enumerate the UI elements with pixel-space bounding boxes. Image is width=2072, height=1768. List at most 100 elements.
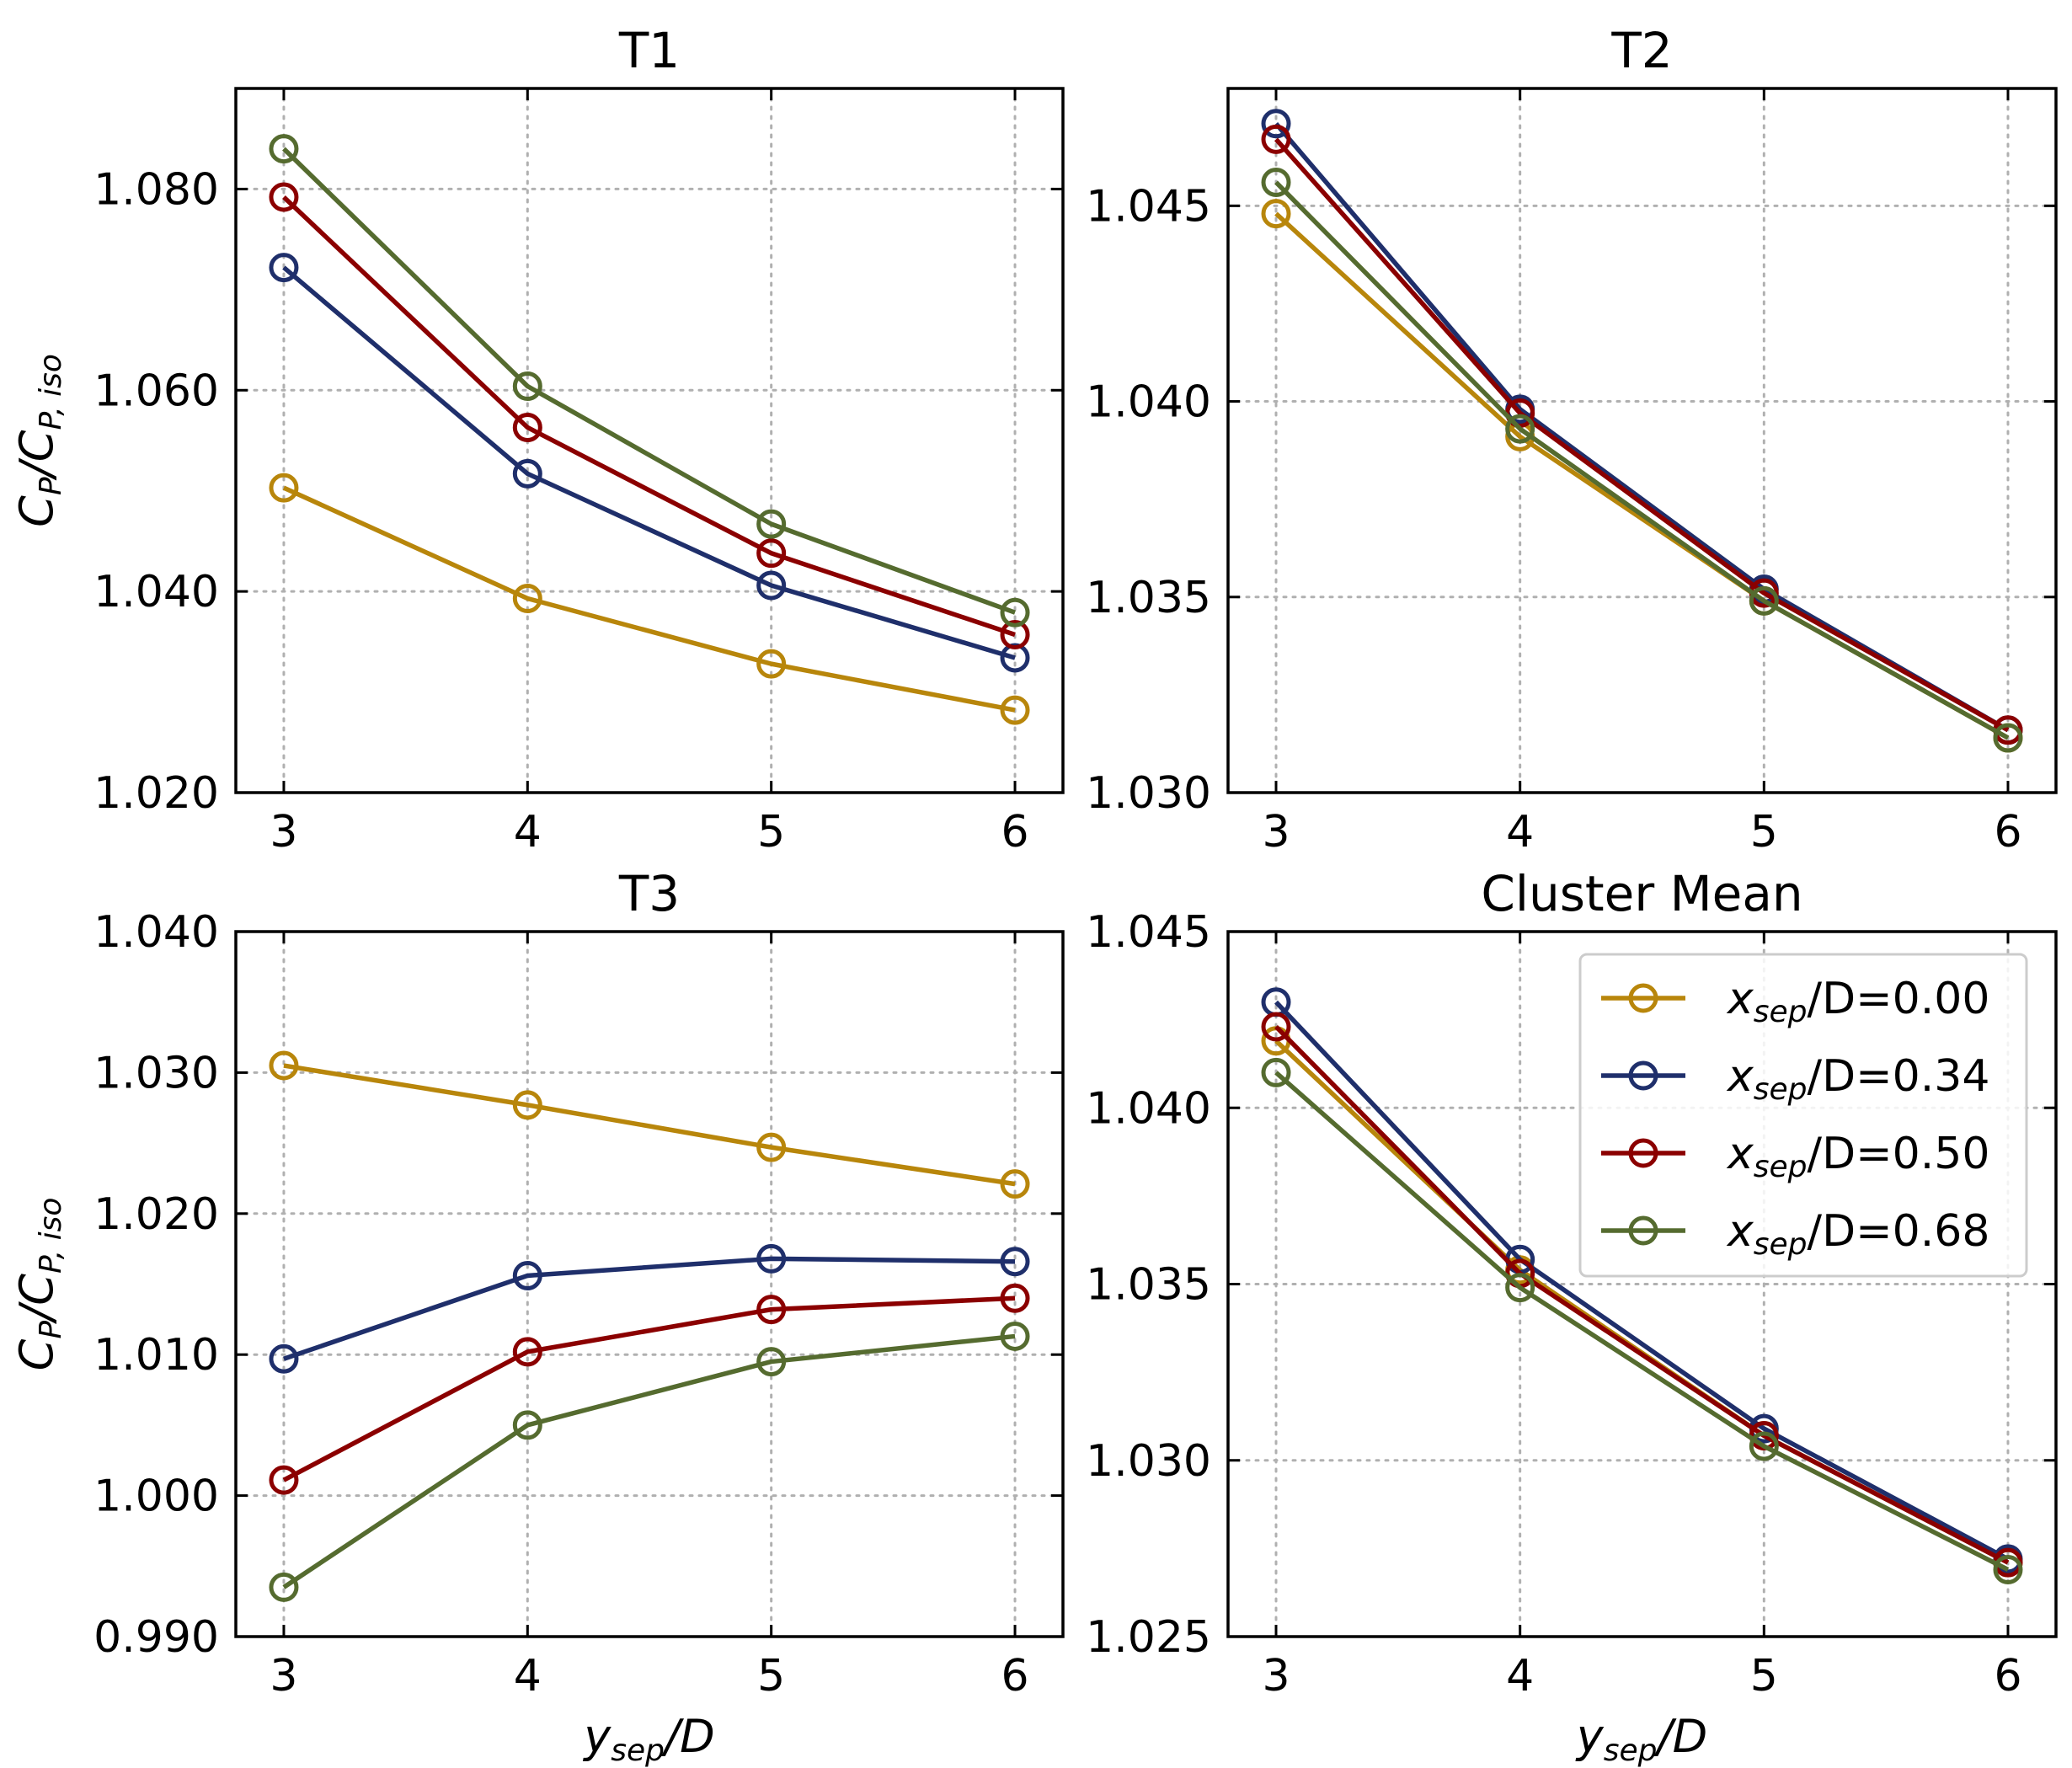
- panel-title: T2: [1610, 22, 1672, 79]
- plot-frame: [234, 87, 1065, 794]
- y-tick-label: 1.000: [93, 1472, 219, 1522]
- y-tick-label: 1.020: [93, 1189, 219, 1240]
- series-line-2: [282, 1295, 1016, 1482]
- series-line-2: [1274, 137, 2010, 733]
- data-point: [756, 649, 787, 679]
- data-point: [1505, 414, 1535, 444]
- y-tick-label: 1.025: [1086, 1612, 1211, 1663]
- series-line-2: [282, 195, 1016, 638]
- plot-frame: [1226, 87, 2058, 794]
- legend-marker: [1628, 1215, 1658, 1246]
- x-tick-label: 4: [1506, 807, 1534, 857]
- x-tick-label: 6: [1994, 1651, 2021, 1701]
- data-point: [512, 371, 542, 402]
- y-tick-label: 1.010: [93, 1330, 219, 1381]
- y-axis-label: CP/CP, iso: [10, 354, 68, 527]
- data-point: [512, 1410, 542, 1440]
- x-tick-label: 3: [270, 807, 297, 857]
- series-line-1: [1274, 122, 2010, 733]
- data-point: [512, 412, 542, 442]
- data-point: [512, 584, 542, 614]
- data-point: [1261, 1012, 1291, 1042]
- data-point: [1261, 199, 1291, 229]
- data-point: [1000, 1283, 1030, 1313]
- data-point: [512, 1090, 542, 1120]
- data-point: [512, 1337, 542, 1367]
- data-point: [269, 1343, 299, 1374]
- data-point: [1261, 109, 1291, 139]
- legend: xsep/D=0.00 xsep/D=0.34 xsep/D=0.50 xsep/D=…: [1578, 953, 2028, 1278]
- data-point: [756, 538, 787, 569]
- legend-marker: [1628, 1060, 1658, 1091]
- x-tick-label: 3: [1262, 807, 1290, 857]
- legend-marker: [1628, 983, 1658, 1013]
- data-point: [1261, 124, 1291, 154]
- legend-label: xsep/D=0.00: [1726, 974, 1989, 1029]
- y-tick-label: 0.990: [93, 1612, 219, 1663]
- data-point: [1261, 167, 1291, 197]
- series-line-1: [283, 1256, 1016, 1361]
- y-tick-label: 1.040: [1086, 377, 1211, 428]
- panel-title: T3: [618, 865, 680, 922]
- data-point: [756, 1243, 787, 1274]
- data-point: [269, 134, 299, 164]
- y-tick-label: 1.080: [93, 164, 219, 215]
- plot-frame: [234, 930, 1065, 1638]
- data-point: [756, 509, 787, 539]
- x-tick-label: 5: [1750, 1651, 1778, 1701]
- data-point: [269, 182, 299, 212]
- panel-title: Cluster Mean: [1481, 865, 1802, 922]
- y-tick-label: 1.020: [93, 768, 219, 819]
- data-point: [269, 473, 299, 503]
- y-axis-label: CP/CP, iso: [10, 1198, 68, 1371]
- data-point: [269, 1465, 299, 1495]
- y-tick-label: 1.045: [1086, 907, 1211, 958]
- data-point: [269, 1050, 299, 1081]
- data-point: [1261, 1057, 1291, 1087]
- x-tick-label: 5: [1750, 807, 1778, 857]
- data-point: [1749, 1431, 1779, 1461]
- x-tick-label: 4: [1506, 1651, 1534, 1701]
- legend-label: xsep/D=0.50: [1726, 1129, 1989, 1184]
- legend-box: [1578, 953, 2028, 1278]
- y-tick-label: 1.035: [1086, 573, 1211, 623]
- series-line-0: [282, 485, 1016, 713]
- data-point: [512, 458, 542, 489]
- data-point: [1000, 643, 1030, 673]
- data-point: [756, 1295, 787, 1325]
- data-point: [756, 1132, 787, 1162]
- y-tick-label: 1.035: [1086, 1260, 1211, 1311]
- panel-3: 3 4 5 6 0.990 1.000 1.010 1.020 1.030 1.040 T3 CP/C…: [10, 865, 1065, 1768]
- data-point: [512, 1260, 542, 1290]
- series-line-1: [1274, 1000, 2010, 1562]
- x-axis-label: ysep/D: [582, 1710, 715, 1768]
- y-tick-label: 1.060: [93, 366, 219, 416]
- y-tick-label: 1.040: [93, 907, 219, 958]
- data-point: [1993, 1554, 2023, 1584]
- panel-2: 3 4 5 6 1.030 1.035 1.040 1.045 T2: [1086, 22, 2058, 857]
- series-line-1: [282, 265, 1016, 660]
- y-tick-label: 1.040: [93, 567, 219, 617]
- panel-title: T1: [618, 22, 680, 79]
- y-tick-label: 1.030: [1086, 1436, 1211, 1487]
- data-point: [1000, 1247, 1030, 1277]
- x-tick-label: 3: [1262, 1651, 1290, 1701]
- x-tick-label: 5: [757, 807, 785, 857]
- series-line-3: [282, 1333, 1016, 1589]
- y-tick-label: 1.040: [1086, 1083, 1211, 1134]
- legend-label: xsep/D=0.68: [1726, 1206, 1989, 1262]
- panel-1: 3 4 5 6 1.020 1.040 1.060 1.080 T1 CP/CP, iso: [10, 22, 1065, 857]
- data-point: [1000, 619, 1030, 649]
- data-point: [1000, 1169, 1030, 1199]
- y-tick-label: 1.030: [1086, 768, 1211, 819]
- y-tick-label: 1.030: [93, 1048, 219, 1098]
- legend-marker: [1628, 1138, 1658, 1168]
- data-point: [1000, 695, 1030, 725]
- data-point: [1505, 1273, 1535, 1303]
- y-tick-label: 1.045: [1086, 181, 1211, 232]
- plot-frame: [1226, 930, 2058, 1638]
- x-tick-label: 6: [1994, 807, 2021, 857]
- data-point: [756, 1347, 787, 1377]
- series-line-3: [282, 147, 1016, 615]
